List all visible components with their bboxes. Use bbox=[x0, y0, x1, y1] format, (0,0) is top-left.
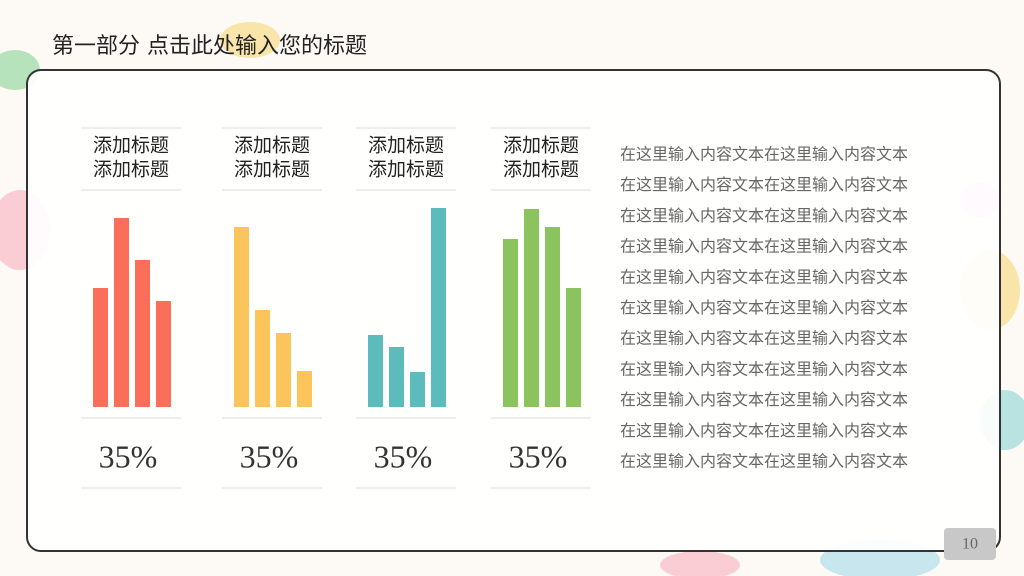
chart-title: 添加标题 bbox=[368, 135, 444, 157]
body-line: 在这里输入内容文本在这里输入内容文本 bbox=[620, 452, 908, 471]
chart-annotation: 35% bbox=[99, 438, 158, 474]
bar bbox=[410, 372, 425, 407]
body-line: 在这里输入内容文本在这里输入内容文本 bbox=[620, 175, 908, 194]
body-line: 在这里输入内容文本在这里输入内容文本 bbox=[620, 329, 908, 348]
chart-subtitle: 添加标题 bbox=[368, 159, 444, 181]
bar bbox=[431, 208, 446, 407]
chart-title: 添加标题 bbox=[93, 135, 169, 157]
page-number-box bbox=[944, 528, 996, 560]
bar bbox=[114, 218, 129, 407]
body-line: 在这里输入内容文本在这里输入内容文本 bbox=[620, 145, 908, 164]
body-line: 在这里输入内容文本在这里输入内容文本 bbox=[620, 206, 908, 225]
page-number: 10 bbox=[962, 536, 978, 553]
bar bbox=[93, 288, 108, 407]
bar bbox=[566, 288, 581, 407]
bar bbox=[368, 335, 383, 407]
bar bbox=[156, 301, 171, 407]
chart-subtitle: 添加标题 bbox=[93, 159, 169, 181]
body-line: 在这里输入内容文本在这里输入内容文本 bbox=[620, 237, 908, 256]
bar bbox=[234, 227, 249, 407]
bar bbox=[545, 227, 560, 407]
chart-title: 添加标题 bbox=[234, 135, 310, 157]
bar bbox=[389, 347, 404, 407]
chart-subtitle: 添加标题 bbox=[503, 159, 579, 181]
bar bbox=[297, 371, 312, 407]
body-line: 在这里输入内容文本在这里输入内容文本 bbox=[620, 267, 908, 286]
bar bbox=[276, 333, 291, 407]
bar bbox=[524, 209, 539, 407]
chart-annotation: 35% bbox=[240, 438, 299, 474]
bar bbox=[135, 260, 150, 407]
bar bbox=[255, 310, 270, 407]
chart-title: 添加标题 bbox=[503, 135, 579, 157]
body-line: 在这里输入内容文本在这里输入内容文本 bbox=[620, 390, 908, 409]
slide-title: 第一部分 点击此处输入您的标题 bbox=[52, 34, 367, 59]
body-line: 在这里输入内容文本在这里输入内容文本 bbox=[620, 298, 908, 317]
chart-annotation: 35% bbox=[509, 438, 568, 474]
chart-subtitle: 添加标题 bbox=[234, 159, 310, 181]
body-line: 在这里输入内容文本在这里输入内容文本 bbox=[620, 421, 908, 440]
body-line: 在这里输入内容文本在这里输入内容文本 bbox=[620, 359, 908, 378]
chart-annotation: 35% bbox=[374, 438, 433, 474]
bar bbox=[503, 239, 518, 407]
